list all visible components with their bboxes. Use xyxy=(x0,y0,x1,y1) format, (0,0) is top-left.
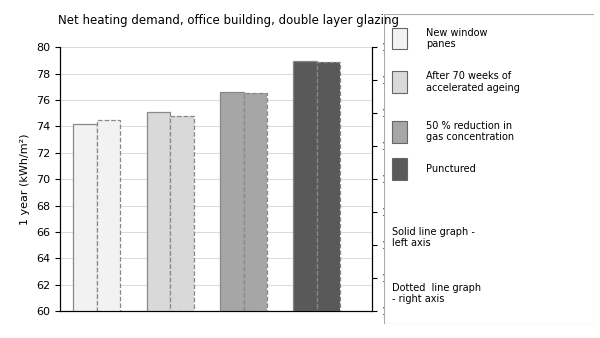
Bar xyxy=(244,94,267,311)
Bar xyxy=(170,116,194,311)
Text: After 70 weeks of
accelerated ageing: After 70 weeks of accelerated ageing xyxy=(426,71,520,93)
Text: Net heating demand, office building, double layer glazing: Net heating demand, office building, dou… xyxy=(58,14,398,26)
Bar xyxy=(392,158,407,180)
Y-axis label: 20 year period (kWh/m²): 20 year period (kWh/m²) xyxy=(415,110,425,248)
Text: Dotted  line graph
- right axis: Dotted line graph - right axis xyxy=(392,283,482,304)
FancyBboxPatch shape xyxy=(384,14,594,324)
Text: New window
panes: New window panes xyxy=(426,28,487,49)
Bar xyxy=(392,121,407,143)
Text: Solid line graph -
left axis: Solid line graph - left axis xyxy=(392,226,475,248)
Bar xyxy=(317,62,340,311)
Text: 50 % reduction in
gas concentration: 50 % reduction in gas concentration xyxy=(426,121,514,143)
Bar xyxy=(293,61,317,311)
Bar xyxy=(73,124,97,311)
Bar xyxy=(392,71,407,93)
Y-axis label: 1 year (kWh/m²): 1 year (kWh/m²) xyxy=(20,134,31,225)
Bar xyxy=(97,120,120,311)
Bar xyxy=(146,112,170,311)
Text: Punctured: Punctured xyxy=(426,164,476,174)
Bar xyxy=(392,27,407,49)
Bar xyxy=(220,92,244,311)
